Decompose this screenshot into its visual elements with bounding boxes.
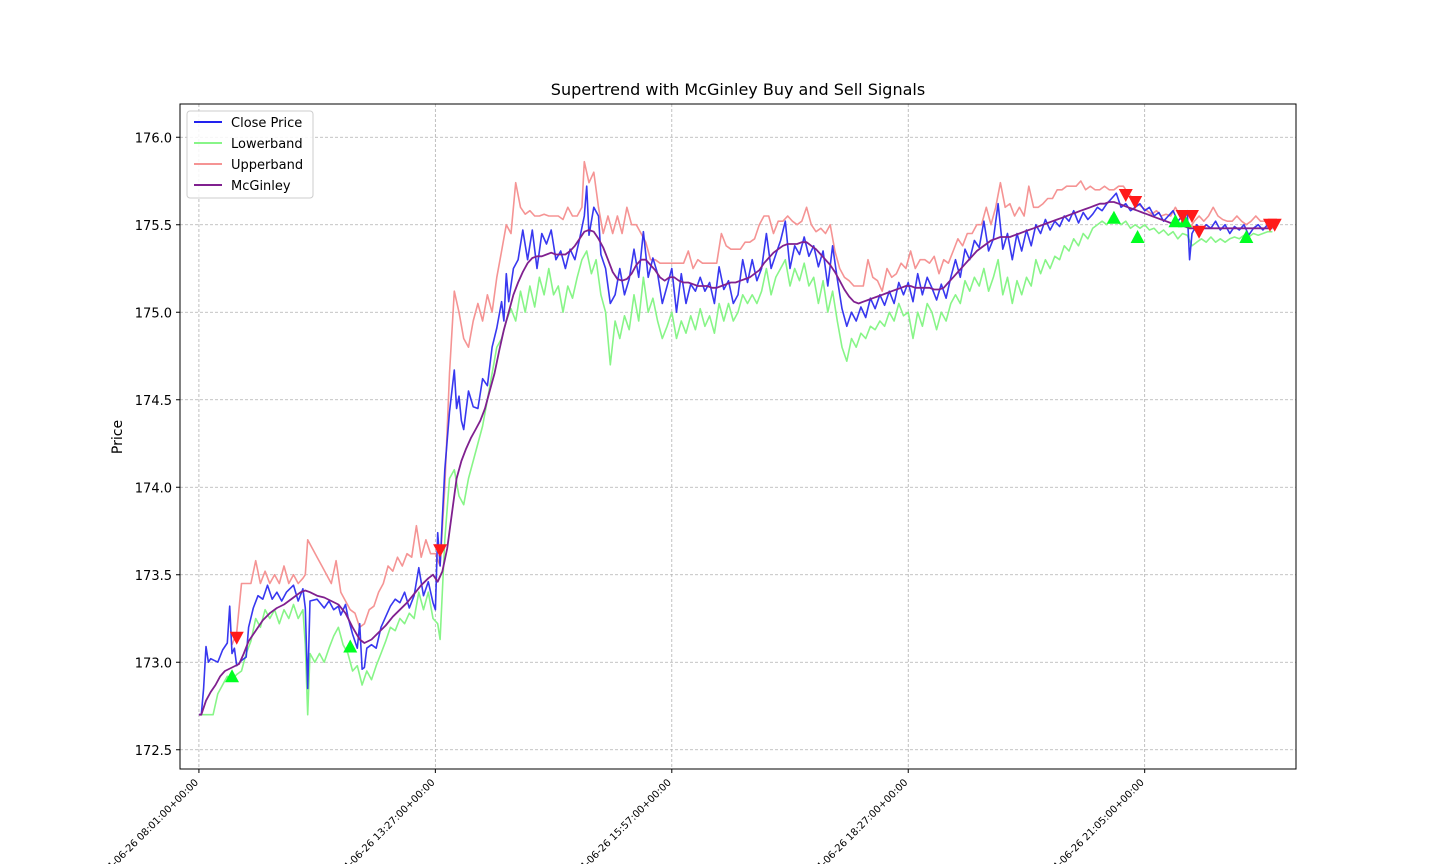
series-line-upper <box>231 160 1273 645</box>
buy-signal-marker <box>1239 230 1254 243</box>
series-layer <box>198 160 1273 716</box>
y-tick-label: 175.5 <box>135 219 172 234</box>
legend: Close Price Lowerband Upperband McGinley <box>186 110 314 199</box>
buy-signal-marker <box>1168 214 1183 228</box>
legend-label-upper: Upperband <box>231 158 303 173</box>
series-line-lower <box>198 215 1273 716</box>
legend-box <box>186 110 314 199</box>
sell-signal-marker <box>1118 189 1133 202</box>
y-tick-label: 173.0 <box>135 656 172 671</box>
legend-label-close: Close Price <box>231 116 302 131</box>
y-tick-label: 173.5 <box>135 569 172 584</box>
plot-frame <box>179 103 1297 770</box>
buy-signal-marker <box>1177 214 1192 228</box>
buy-signal-marker <box>343 639 358 653</box>
buy-signal-marker <box>225 669 240 683</box>
y-tick-label: 175.0 <box>135 306 172 321</box>
legend-label-mcginley: McGinley <box>231 179 291 194</box>
buy-signal-marker <box>1106 210 1121 224</box>
series-line-mcginley <box>198 201 1273 716</box>
sell-signal-marker <box>433 544 448 558</box>
sell-signal-marker <box>1184 210 1199 223</box>
chart-title: Supertrend with McGinley Buy and Sell Si… <box>551 80 925 99</box>
sell-signal-marker <box>1128 196 1143 209</box>
y-tick-label: 174.5 <box>135 394 172 409</box>
y-tick-label: 174.0 <box>135 481 172 496</box>
sell-signal-marker <box>229 631 244 645</box>
sell-signal-marker <box>1192 225 1207 239</box>
sell-signal-marker <box>1267 218 1282 232</box>
y-tick-label: 176.0 <box>135 131 172 146</box>
buy-signal-marker <box>1130 230 1145 243</box>
y-axis-label: Price <box>110 420 126 454</box>
signal-markers <box>225 189 1282 683</box>
sell-signal-marker <box>1175 210 1190 223</box>
legend-label-lower: Lowerband <box>231 137 303 152</box>
series-line-close <box>198 185 1273 716</box>
y-tick-label: 172.5 <box>135 744 172 759</box>
grid-lines <box>180 104 1296 769</box>
